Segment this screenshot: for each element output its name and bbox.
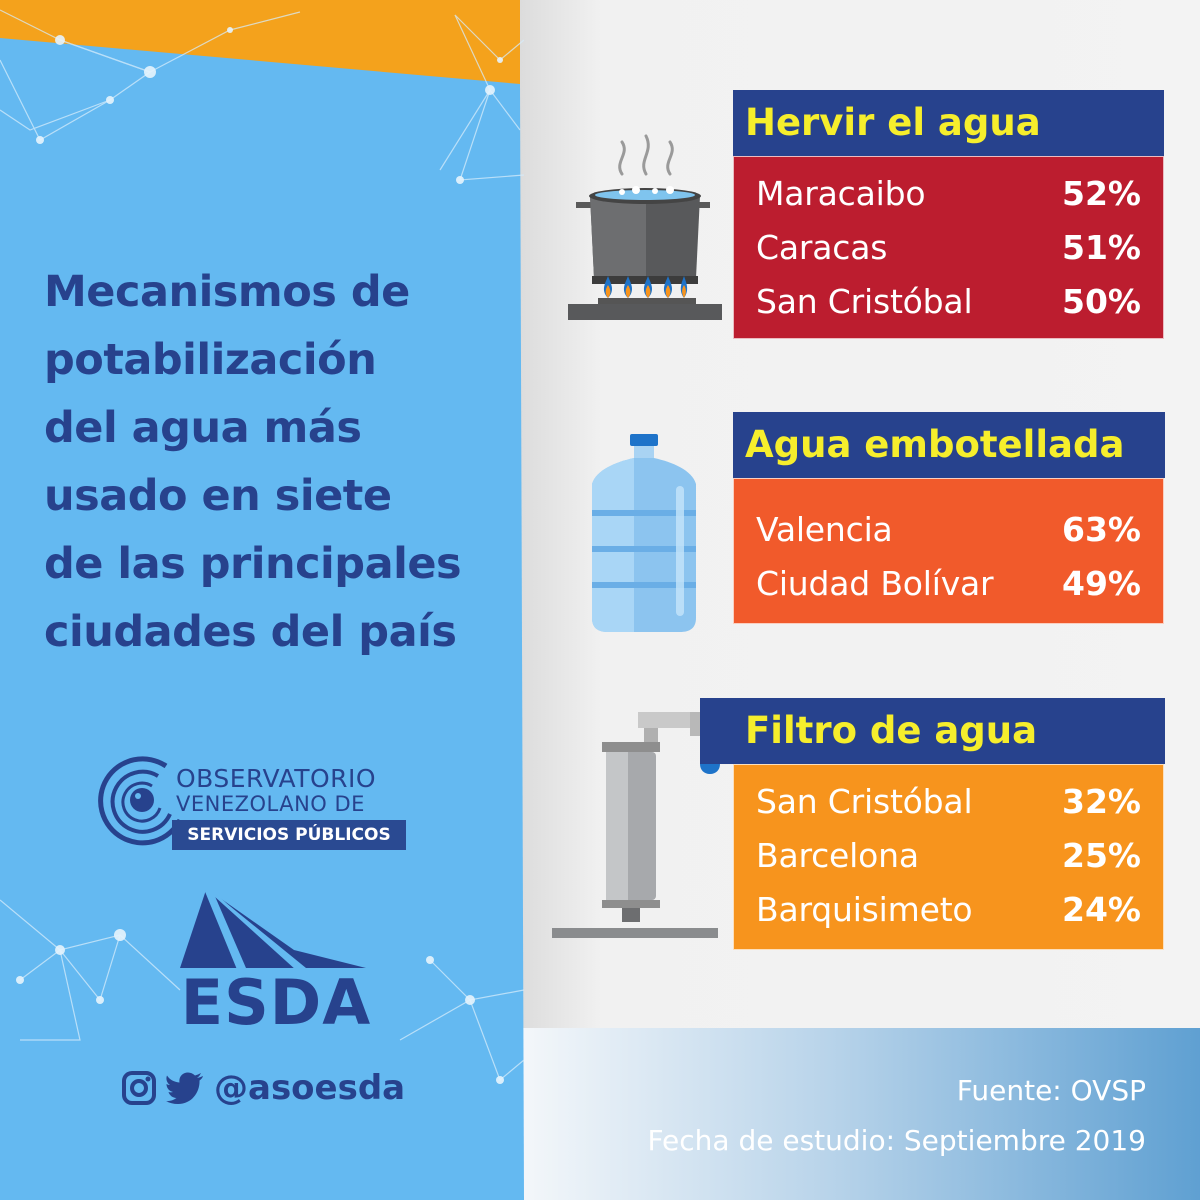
percent-value: 52% (1062, 174, 1141, 213)
ovsp-word-observatorio: OBSERVATORIO (176, 764, 377, 793)
list-item: Maracaibo 52% (756, 167, 1141, 221)
list-item: Caracas 51% (756, 221, 1141, 275)
social-row: @asoesda (122, 1066, 405, 1110)
water-filter-icon (552, 712, 720, 938)
city-label: Barcelona (756, 836, 919, 875)
card-heading: Agua embotellada (733, 412, 1165, 478)
city-label: Ciudad Bolívar (756, 564, 994, 603)
city-label: Maracaibo (756, 174, 926, 213)
list-item: Barquisimeto 24% (756, 883, 1141, 937)
title-line: ciudades del país (44, 607, 457, 657)
water-bottle-icon (592, 434, 696, 632)
list-item: Ciudad Bolívar 49% (756, 557, 1141, 611)
title-line: del agua más (44, 403, 362, 453)
esda-logo: ESDA (176, 888, 376, 1048)
eye-lens-icon (98, 756, 183, 846)
footer-band (520, 1028, 1200, 1200)
ovsp-word-venezolano: VENEZOLANO DE (176, 792, 365, 816)
page-title: Mecanismos de potabilización del agua má… (44, 258, 514, 666)
card-body: San Cristóbal 32% Barcelona 25% Barquisi… (733, 764, 1164, 950)
ovsp-logo: OBSERVATORIO VENEZOLANO DE SERVICIOS PÚB… (96, 750, 416, 860)
percent-value: 32% (1062, 782, 1141, 821)
city-label: Caracas (756, 228, 888, 267)
title-line: Mecanismos de (44, 267, 410, 317)
ovsp-banner: SERVICIOS PÚBLICOS (172, 820, 406, 850)
percent-value: 63% (1062, 510, 1141, 549)
card-heading: Filtro de agua (700, 698, 1165, 764)
city-label: Valencia (756, 510, 893, 549)
percent-value: 50% (1062, 282, 1141, 321)
social-handle[interactable]: @asoesda (214, 1068, 406, 1108)
list-item: Barcelona 25% (756, 829, 1141, 883)
card-hervir: Hervir el agua Maracaibo 52% Caracas 51%… (733, 90, 1164, 339)
percent-value: 25% (1062, 836, 1141, 875)
card-body: Maracaibo 52% Caracas 51% San Cristóbal … (733, 156, 1164, 339)
twitter-icon[interactable] (166, 1072, 204, 1104)
card-body: Valencia 63% Ciudad Bolívar 49% (733, 478, 1164, 624)
percent-value: 24% (1062, 890, 1141, 929)
footer-date: Fecha de estudio: Septiembre 2019 (647, 1124, 1146, 1157)
list-item: San Cristóbal 50% (756, 275, 1141, 329)
city-label: Barquisimeto (756, 890, 973, 929)
sail-icon (180, 889, 366, 970)
card-filtro: Filtro de agua San Cristóbal 32% Barcelo… (700, 698, 1165, 950)
city-label: San Cristóbal (756, 282, 973, 321)
card-heading: Hervir el agua (733, 90, 1164, 156)
title-line: usado en siete (44, 471, 392, 521)
boiling-pot-icon (568, 134, 722, 320)
title-line: potabilización (44, 335, 377, 385)
instagram-icon[interactable] (122, 1071, 156, 1105)
footer-source: Fuente: OVSP (956, 1074, 1146, 1107)
card-embotellada: Agua embotellada Valencia 63% Ciudad Bol… (733, 412, 1165, 624)
esda-wordmark: ESDA (180, 966, 372, 1039)
list-item: San Cristóbal 32% (756, 775, 1141, 829)
list-item: Valencia 63% (756, 503, 1141, 557)
percent-value: 51% (1062, 228, 1141, 267)
percent-value: 49% (1062, 564, 1141, 603)
city-label: San Cristóbal (756, 782, 973, 821)
title-line: de las principales (44, 539, 462, 589)
